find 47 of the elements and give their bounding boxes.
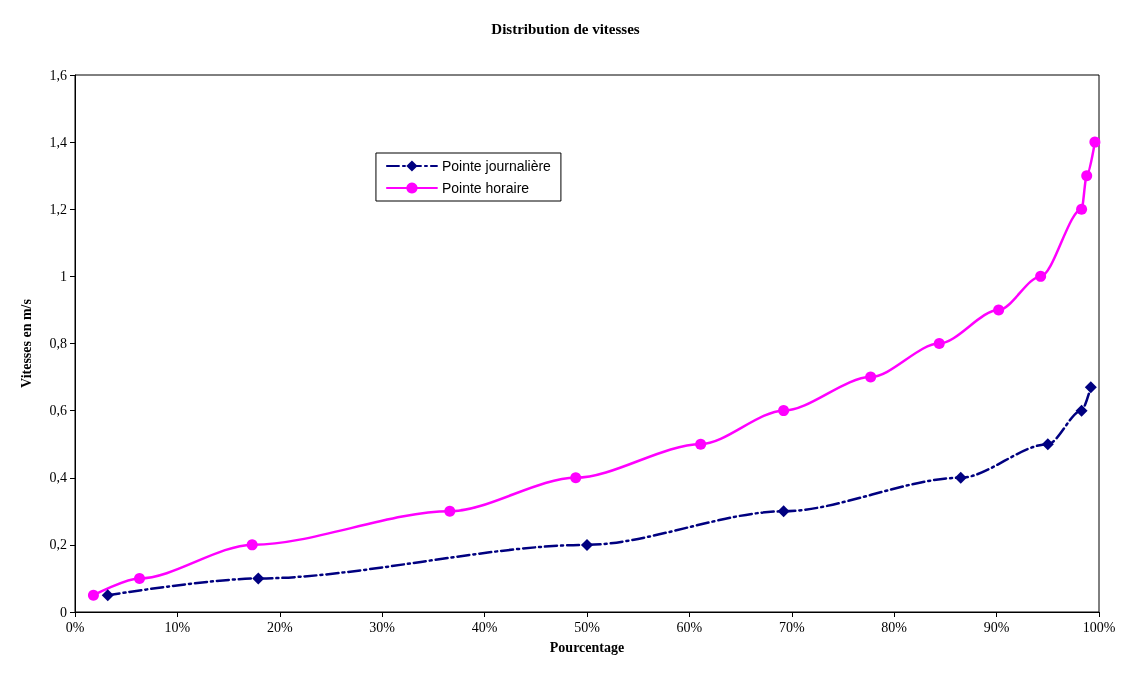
x-tick-label: 0% — [65, 619, 85, 635]
y-axis-title: Vitesses en m/s — [18, 298, 34, 388]
y-tick-label: 1,4 — [49, 134, 67, 150]
point — [252, 572, 265, 585]
x-tick-label: 50% — [574, 619, 601, 635]
point — [1089, 136, 1101, 148]
point — [1041, 438, 1054, 451]
point — [246, 539, 258, 551]
point — [444, 505, 456, 517]
x-axis-title: Pourcentage — [549, 639, 625, 655]
x-tick-label: 30% — [369, 619, 396, 635]
x-tick-label: 40% — [471, 619, 498, 635]
point — [777, 505, 790, 518]
point — [87, 589, 99, 601]
chart-title: Distribution de vitesses — [491, 20, 640, 37]
point — [1035, 270, 1047, 282]
point — [1081, 170, 1093, 182]
y-tick-label: 0,4 — [49, 470, 67, 486]
y-tick-label: 0,8 — [49, 336, 67, 351]
x-tick-label: 100% — [1082, 619, 1116, 635]
point — [134, 572, 146, 584]
x-tick-label: 10% — [164, 619, 191, 635]
point — [1084, 381, 1097, 394]
x-tick-label: 90% — [983, 619, 1010, 635]
legend-label: Pointe horaire — [441, 180, 530, 196]
point — [101, 589, 114, 602]
point — [1076, 203, 1088, 215]
legend-label: Pointe journalière — [441, 158, 552, 174]
y-tick-label: 1,2 — [49, 201, 67, 217]
y-tick-label: 0,6 — [49, 403, 67, 419]
x-tick-label: 20% — [266, 619, 293, 635]
y-tick-label: 1 — [60, 268, 67, 284]
x-tick-label: 60% — [676, 619, 703, 635]
x-tick-label: 70% — [778, 619, 805, 635]
point — [954, 471, 967, 484]
point — [778, 405, 790, 417]
point — [993, 304, 1005, 316]
point — [695, 438, 707, 450]
point — [1075, 404, 1088, 417]
point — [933, 338, 945, 349]
x-tick-label: 80% — [881, 619, 908, 635]
point — [581, 538, 593, 551]
y-tick-label: 1,6 — [49, 67, 67, 83]
y-tick-label: 0 — [60, 604, 67, 620]
point — [865, 371, 877, 383]
y-tick-label: 0,2 — [49, 537, 67, 553]
point — [570, 472, 582, 484]
